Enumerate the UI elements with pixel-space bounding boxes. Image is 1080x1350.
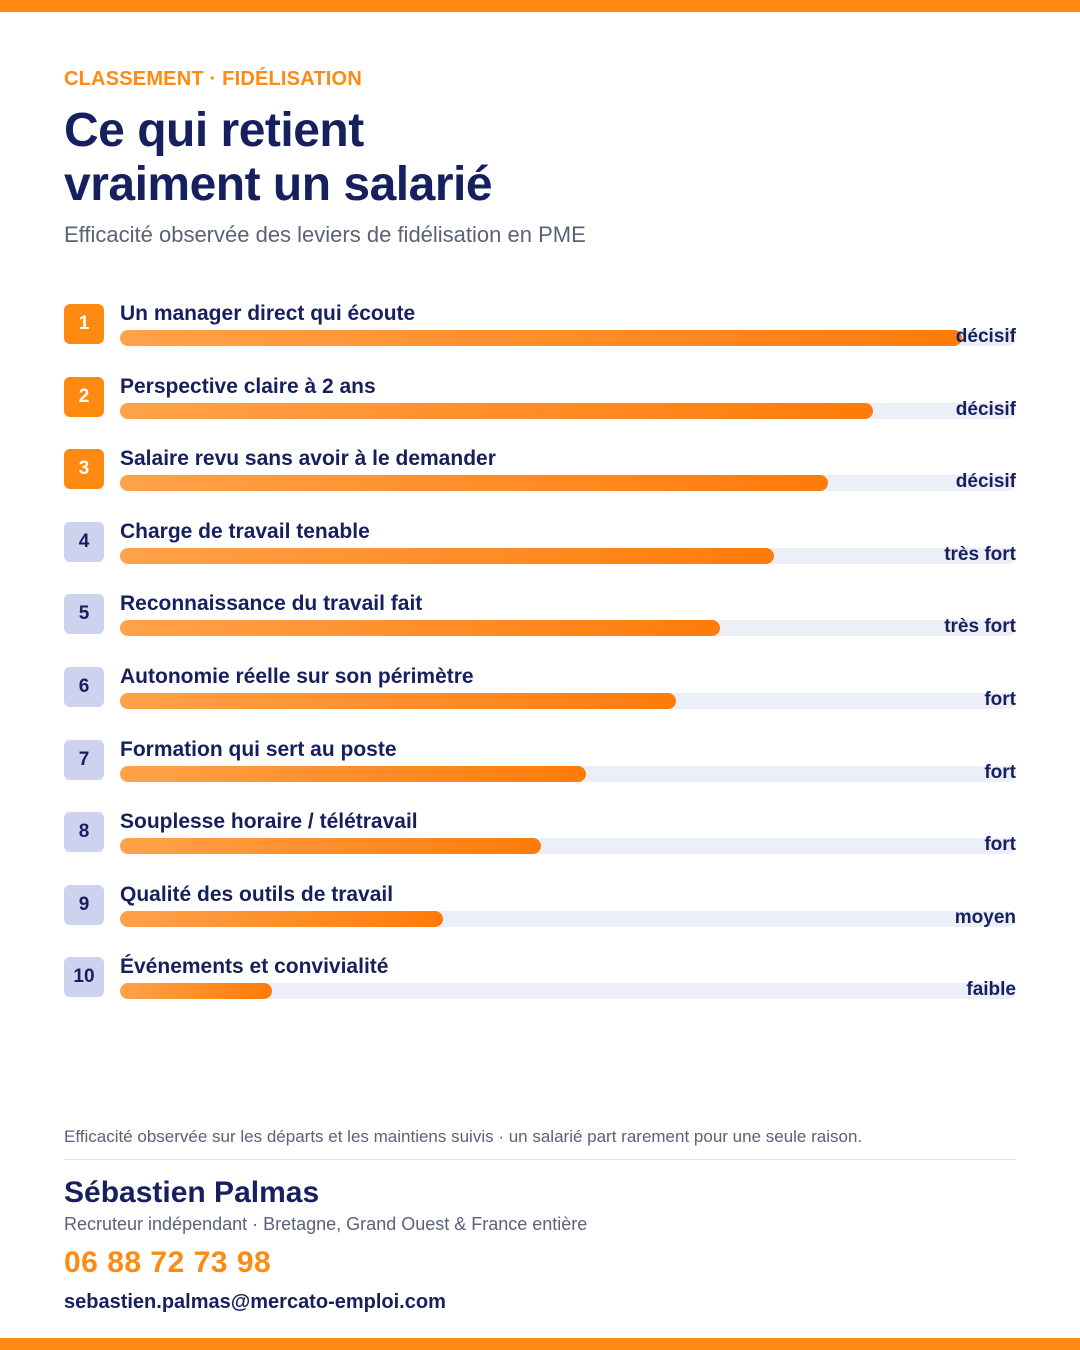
lever-label: Charge de travail tenable <box>120 519 370 543</box>
lever-label: Événements et convivialité <box>120 955 389 979</box>
top-accent-band <box>0 0 1080 12</box>
bar-fill <box>120 765 586 782</box>
bar-fill <box>120 547 775 564</box>
page-title-line-1: Ce qui retient <box>64 104 364 157</box>
rank-badge: 9 <box>64 884 104 925</box>
lever-label: Perspective claire à 2 ans <box>120 374 376 398</box>
rank-badge: 2 <box>64 376 104 417</box>
email-address[interactable]: sebastien.palmas@mercato-emploi.com <box>64 1291 446 1313</box>
phone-number[interactable]: 06 88 72 73 98 <box>64 1246 272 1279</box>
ranking-chart: 1 Un manager direct qui écoute décisif 2 Per… <box>64 302 1016 1028</box>
lever-label: Un manager direct qui écoute <box>120 302 416 325</box>
ranking-row: 8 Souplesse horaire / télétravail fort <box>64 810 1016 883</box>
rank-badge: 8 <box>64 812 104 853</box>
section-kicker: CLASSEMENT · FIDÉLISATION <box>64 68 362 90</box>
rank-badge: 10 <box>64 957 104 998</box>
ranking-row: 10 Événements et convivialité faible <box>64 955 1016 1028</box>
ranking-row: 6 Autonomie réelle sur son périmètre fort <box>64 665 1016 738</box>
bottom-accent-band <box>0 1338 1080 1350</box>
ranking-row: 1 Un manager direct qui écoute décisif <box>64 302 1016 375</box>
bar-track <box>120 838 1016 855</box>
footnote: Efficacité observée sur les départs et l… <box>64 1127 863 1146</box>
bar-fill <box>120 620 721 637</box>
level-label: fort <box>984 834 1016 856</box>
level-label: décisif <box>955 471 1016 493</box>
page-title-line-2: vraiment un salarié <box>64 158 493 211</box>
level-label: fort <box>984 688 1016 710</box>
page-title: Ce qui retient vraiment un salarié <box>64 104 493 212</box>
level-label: décisif <box>955 326 1016 347</box>
footer-divider <box>64 1159 1016 1160</box>
ranking-row: 5 Reconnaissance du travail fait très fort <box>64 592 1016 665</box>
bar-fill <box>120 983 273 1000</box>
bar-fill <box>120 838 542 855</box>
lever-label: Formation qui sert au poste <box>120 737 397 761</box>
bar-track <box>120 910 1016 927</box>
lever-label: Salaire revu sans avoir à le demander <box>120 447 496 471</box>
ranking-row: 7 Formation qui sert au poste fort <box>64 738 1016 811</box>
bar-fill <box>120 910 443 927</box>
ranking-row: 4 Charge de travail tenable très fort <box>64 520 1016 593</box>
lever-label: Autonomie réelle sur son périmètre <box>120 664 474 688</box>
level-label: moyen <box>954 906 1016 928</box>
bar-track <box>120 983 1016 1000</box>
level-label: fort <box>984 761 1016 783</box>
bar-fill <box>120 402 873 419</box>
page-subtitle: Efficacité observée des leviers de fidél… <box>64 222 586 247</box>
bar-track <box>120 620 1016 637</box>
ranking-row: 9 Qualité des outils de travail moyen <box>64 883 1016 956</box>
bar-track <box>120 692 1016 709</box>
level-label: très fort <box>944 543 1016 565</box>
bar-track <box>120 765 1016 782</box>
rank-badge: 5 <box>64 594 104 635</box>
bar-track <box>120 330 1016 346</box>
bar-fill <box>120 475 828 492</box>
lever-label: Reconnaissance du travail fait <box>120 592 423 616</box>
level-label: très fort <box>944 616 1016 638</box>
bar-fill <box>120 692 676 709</box>
author-role: Recruteur indépendant · Bretagne, Grand … <box>64 1214 588 1234</box>
ranking-row: 3 Salaire revu sans avoir à le demander dé… <box>64 447 1016 520</box>
rank-badge: 7 <box>64 739 104 780</box>
rank-badge: 1 <box>64 304 104 344</box>
lever-label: Qualité des outils de travail <box>120 882 394 906</box>
ranking-row: 2 Perspective claire à 2 ans décisif <box>64 375 1016 448</box>
author-name: Sébastien Palmas <box>64 1176 320 1209</box>
bar-track <box>120 475 1016 492</box>
bar-track <box>120 402 1016 419</box>
level-label: faible <box>966 979 1016 1001</box>
rank-badge: 3 <box>64 449 104 490</box>
rank-badge: 6 <box>64 666 104 707</box>
bar-track <box>120 547 1016 564</box>
level-label: décisif <box>955 398 1016 420</box>
lever-label: Souplesse horaire / télétravail <box>120 810 418 834</box>
rank-badge: 4 <box>64 521 104 562</box>
bar-fill <box>120 330 963 346</box>
